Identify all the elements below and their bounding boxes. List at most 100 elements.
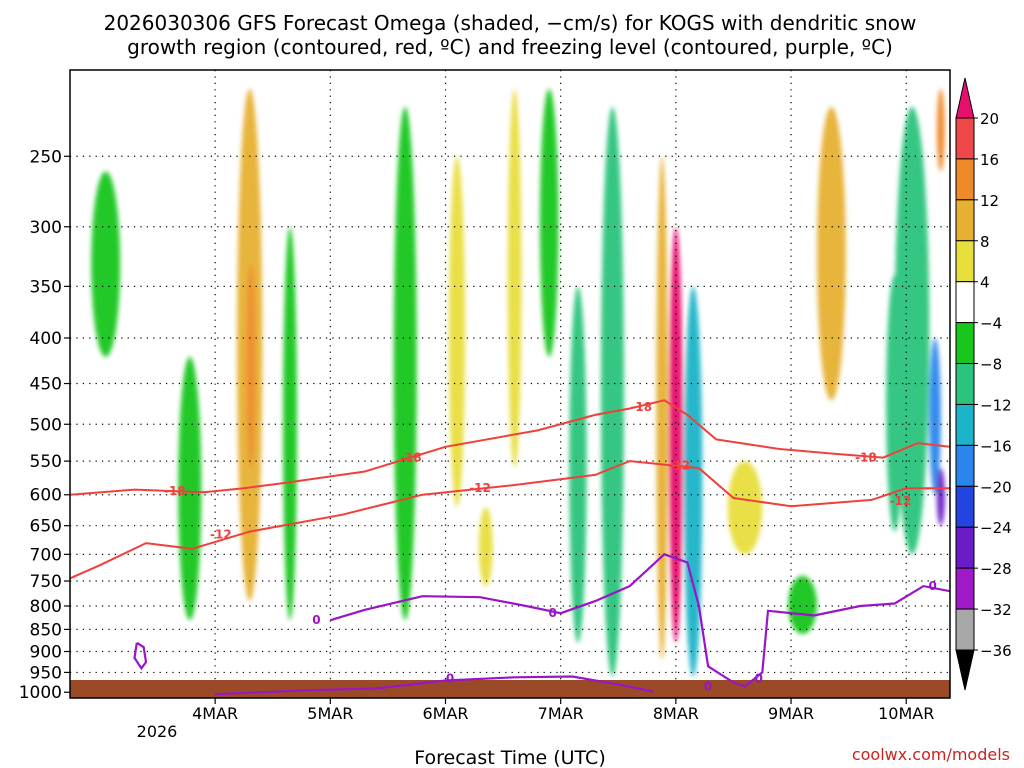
terrain-band — [70, 680, 950, 698]
x-tick-label-9MAR: 9MAR — [768, 704, 814, 723]
freezing-level-loop — [133, 641, 148, 671]
colorbar: 20 16 12 8 4 −4 −8 −12 −16 −20 −24 −28 −32 −36 — [955, 77, 1012, 691]
y-tick-label-700: 700 — [30, 545, 62, 565]
label-minus18-b: -18 — [400, 451, 422, 465]
y-tick-label-750: 750 — [30, 572, 62, 592]
x-axis: 4MAR 5MAR 6MAR 7MAR 8MAR 9MAR 10MAR — [192, 698, 934, 723]
colorbar-label-7: −12 — [980, 396, 1012, 414]
plot-grid — [70, 70, 950, 698]
omega-feature-1 — [656, 156, 668, 661]
label-minus18-a: -18 — [164, 484, 186, 498]
colorbar-label-6: −8 — [980, 356, 1002, 374]
y-tick-label-250: 250 — [30, 147, 62, 167]
y-tick-label-600: 600 — [30, 486, 62, 506]
colorbar-bottom-arrow — [955, 649, 975, 691]
colorbar-label-0: 20 — [980, 110, 999, 128]
colorbar-swatch-10 — [955, 485, 975, 528]
x-axis-title: Forecast Time (UTC) — [414, 747, 605, 768]
omega-feature-14 — [727, 461, 763, 555]
colorbar-label-2: 12 — [980, 192, 999, 210]
y-tick-label-800: 800 — [30, 597, 62, 617]
colorbar-label-1: 16 — [980, 151, 999, 169]
omega-feature-12 — [507, 88, 522, 469]
y-tick-label-1000: 1000 — [19, 683, 62, 703]
colorbar-label-10: −24 — [980, 519, 1012, 537]
label-minus18-c: -18 — [630, 400, 652, 414]
isotherm-minus18-line — [70, 399, 950, 496]
label-zero-e: 0 — [755, 671, 763, 685]
y-tick-label-550: 550 — [30, 452, 62, 472]
freezing-level-line — [329, 553, 950, 688]
omega-feature-22 — [886, 275, 904, 532]
colorbar-swatch-12 — [955, 567, 975, 610]
colorbar-label-3: 8 — [980, 233, 990, 251]
chart-title-line1: 2026030306 GFS Forecast Omega (shaded, −… — [104, 11, 917, 35]
colorbar-swatch-4 — [955, 240, 975, 283]
x-tick-label-8MAR: 8MAR — [653, 704, 699, 723]
isotherm-minus12-line — [70, 460, 950, 580]
omega-feature-19 — [936, 88, 945, 172]
x-tick-label-6MAR: 6MAR — [422, 704, 468, 723]
omega-feature-2 — [683, 286, 703, 677]
label-minus12-d: -12 — [890, 494, 912, 508]
omega-feature-8 — [283, 226, 297, 621]
y-axis: 250 300 350 400 450 500 550 600 650 700 750 800 850 9… — [19, 147, 70, 703]
y-tick-label-450: 450 — [30, 375, 62, 395]
x-tick-label-10MAR: 10MAR — [878, 704, 934, 723]
colorbar-swatch-2 — [955, 158, 975, 201]
credit-text: coolwx.com/models — [852, 745, 1010, 764]
label-minus18-d: -18 — [855, 451, 877, 465]
label-zero-a: 0 — [312, 613, 320, 627]
colorbar-label-5: −4 — [980, 315, 1002, 333]
x-tick-label-5MAR: 5MAR — [307, 704, 353, 723]
omega-feature-15 — [816, 106, 846, 401]
y-tick-label-300: 300 — [30, 218, 62, 238]
colorbar-swatch-7 — [955, 363, 975, 405]
y-tick-label-500: 500 — [30, 415, 62, 435]
omega-feature-13 — [539, 88, 559, 357]
y-tick-label-850: 850 — [30, 620, 62, 640]
colorbar-label-8: −16 — [980, 437, 1012, 455]
colorbar-label-9: −20 — [980, 478, 1012, 496]
colorbar-label-12: −32 — [980, 601, 1012, 619]
x-tick-label-4MAR: 4MAR — [192, 704, 238, 723]
colorbar-top-arrow — [955, 77, 975, 119]
label-zero-b: 0 — [548, 606, 556, 620]
colorbar-swatch-1 — [955, 117, 975, 160]
omega-feature-7 — [178, 356, 202, 621]
omega-feature-9 — [393, 106, 417, 621]
label-zero-c: 0 — [446, 671, 454, 685]
omega-shading — [91, 88, 945, 677]
freezing-level-low-line — [215, 675, 654, 696]
temperature-contours — [70, 399, 950, 696]
omega-feature-10 — [448, 156, 466, 508]
y-tick-label-650: 650 — [30, 517, 62, 537]
x-tick-label-7MAR: 7MAR — [538, 704, 584, 723]
colorbar-swatch-3 — [955, 199, 975, 242]
omega-feature-21 — [91, 171, 121, 357]
contour-labels: -18 -18 -18 -18 -12 -12 -12 -12 0 0 0 0 0 0 — [164, 400, 937, 694]
omega-feature-16 — [788, 575, 817, 634]
chart-title-line2: growth region (contoured, red, ºC) and f… — [127, 35, 893, 59]
colorbar-label-13: −36 — [980, 642, 1012, 660]
label-zero-d: 0 — [704, 679, 712, 693]
y-tick-label-400: 400 — [30, 329, 62, 349]
x-axis-sublabel: 2026 — [137, 722, 178, 741]
colorbar-swatch-13 — [955, 608, 975, 651]
omega-feature-18 — [929, 337, 941, 495]
label-minus12-c: -12 — [668, 458, 690, 472]
omega-feature-11 — [478, 507, 493, 587]
label-minus12-b: -12 — [469, 481, 491, 495]
colorbar-swatch-6 — [955, 322, 975, 365]
omega-feature-3 — [600, 106, 625, 677]
label-zero-f: 0 — [929, 579, 937, 593]
omega-feature-0 — [668, 226, 683, 643]
y-tick-label-900: 900 — [30, 643, 62, 663]
colorbar-swatch-11 — [955, 526, 975, 569]
omega-feature-20 — [936, 468, 945, 526]
omega-feature-6 — [246, 263, 256, 469]
y-tick-label-350: 350 — [30, 277, 62, 297]
colorbar-label-4: 4 — [980, 274, 990, 292]
colorbar-swatch-9 — [955, 444, 975, 487]
